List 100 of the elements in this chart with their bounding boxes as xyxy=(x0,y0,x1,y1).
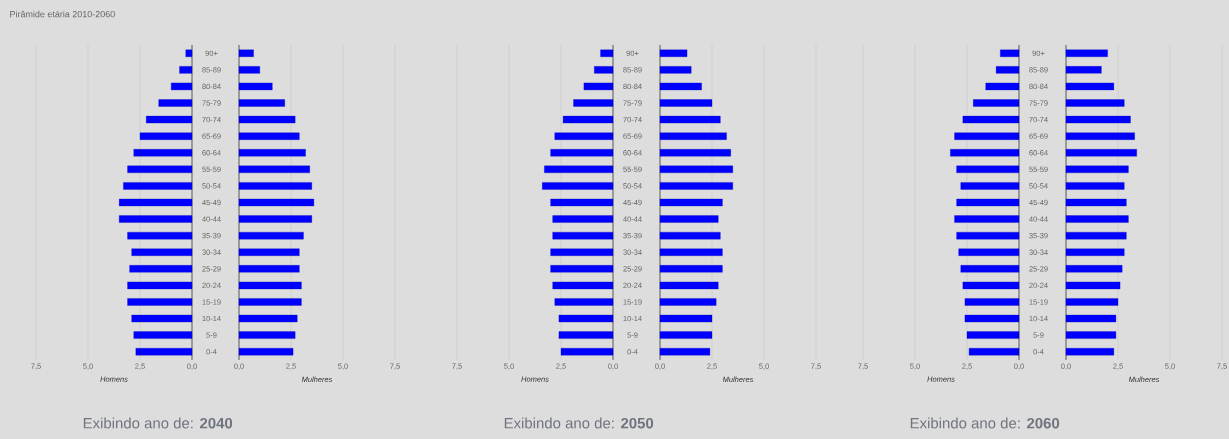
bar xyxy=(950,149,1020,157)
bar xyxy=(958,248,1020,256)
bar xyxy=(659,49,688,57)
bar xyxy=(238,265,300,273)
bar xyxy=(954,215,1020,223)
bar xyxy=(659,66,692,74)
bar xyxy=(1065,298,1119,306)
bar xyxy=(552,232,614,240)
bar xyxy=(131,314,193,323)
bar xyxy=(659,115,721,124)
bar xyxy=(659,314,713,323)
bar xyxy=(659,331,713,339)
bar xyxy=(659,198,723,207)
bar xyxy=(550,248,614,256)
bar xyxy=(552,215,614,223)
bar xyxy=(1065,265,1123,273)
bar xyxy=(1065,66,1102,74)
bar xyxy=(962,115,1020,124)
bar xyxy=(1065,248,1125,256)
bar xyxy=(127,281,193,290)
bar xyxy=(179,66,193,74)
bar xyxy=(238,348,294,356)
bar xyxy=(171,82,193,91)
text: Exibindo ano de: 2040 xyxy=(83,417,233,429)
bar xyxy=(1065,49,1108,57)
bar xyxy=(659,132,727,140)
bar xyxy=(956,165,1020,173)
bar xyxy=(1065,182,1125,190)
bar xyxy=(550,149,614,157)
bar xyxy=(185,49,193,57)
bar xyxy=(659,298,717,306)
bar xyxy=(1065,232,1127,240)
bar xyxy=(659,281,719,290)
bar xyxy=(135,348,193,356)
bar xyxy=(238,248,300,256)
bar xyxy=(954,132,1020,140)
bar xyxy=(659,165,733,173)
bar xyxy=(146,115,193,124)
bar xyxy=(119,215,193,223)
text: Exibindo ano de: 2060 xyxy=(910,417,1060,429)
bar xyxy=(1065,331,1117,339)
bar xyxy=(600,49,614,57)
bar xyxy=(238,132,300,140)
bar xyxy=(985,82,1020,91)
bar xyxy=(238,165,310,173)
bar xyxy=(238,298,302,306)
bar xyxy=(550,265,614,273)
bar xyxy=(659,99,713,107)
bar xyxy=(238,115,296,124)
bar xyxy=(133,331,193,339)
bar xyxy=(594,66,614,74)
bar xyxy=(960,182,1020,190)
bar xyxy=(158,99,193,107)
bar xyxy=(659,265,723,273)
bar xyxy=(238,215,312,223)
bar xyxy=(558,331,614,339)
bar xyxy=(119,198,193,207)
bar xyxy=(659,248,723,256)
bar xyxy=(123,182,193,190)
bar xyxy=(562,115,614,124)
bar xyxy=(1065,82,1114,91)
bar xyxy=(1000,49,1020,57)
bar xyxy=(1065,198,1127,207)
bar xyxy=(964,314,1020,323)
bar xyxy=(552,281,614,290)
bar xyxy=(659,149,731,157)
bar xyxy=(238,198,315,207)
bar xyxy=(956,232,1020,240)
bar xyxy=(966,331,1020,339)
bar xyxy=(238,66,260,74)
bar xyxy=(127,232,193,240)
bar xyxy=(964,298,1020,306)
bar xyxy=(238,82,273,91)
bar xyxy=(995,66,1020,74)
bar xyxy=(550,198,614,207)
bar xyxy=(554,132,614,140)
bar xyxy=(560,348,614,356)
bar xyxy=(238,314,298,323)
bar xyxy=(973,99,1020,107)
bar xyxy=(583,82,614,91)
bar xyxy=(238,281,302,290)
bar xyxy=(1065,115,1131,124)
bar xyxy=(238,99,285,107)
bar xyxy=(139,132,193,140)
text: Exibindo ano de: 2050 xyxy=(504,417,654,429)
bar xyxy=(659,232,721,240)
bar xyxy=(659,82,702,91)
bar xyxy=(960,265,1020,273)
bar xyxy=(238,331,296,339)
bar xyxy=(238,182,312,190)
bar xyxy=(1065,99,1125,107)
bar xyxy=(573,99,614,107)
bar xyxy=(238,149,306,157)
bar xyxy=(544,165,614,173)
bar xyxy=(1065,132,1135,140)
bar xyxy=(1065,281,1121,290)
bar xyxy=(238,49,254,57)
bar xyxy=(127,165,193,173)
bar xyxy=(659,182,733,190)
bar xyxy=(133,149,193,157)
